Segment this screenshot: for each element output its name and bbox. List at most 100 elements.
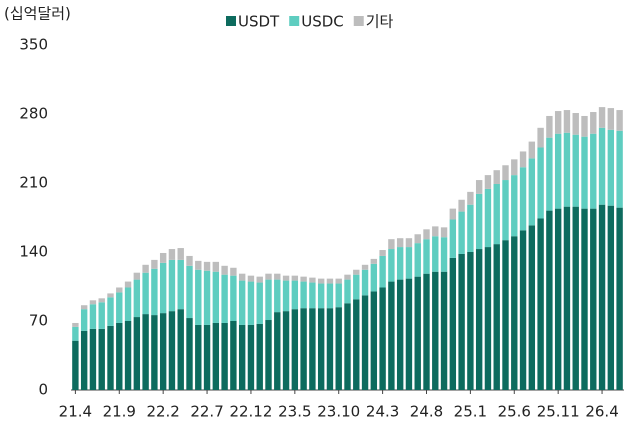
bar-segment bbox=[607, 205, 615, 390]
bar-segment bbox=[563, 132, 571, 207]
bar-segment bbox=[440, 271, 448, 390]
bar-segment bbox=[335, 307, 342, 390]
bar-segment bbox=[80, 309, 88, 331]
bar-segment bbox=[502, 180, 509, 241]
bar-segment bbox=[274, 312, 281, 390]
bar-segment bbox=[326, 278, 334, 284]
bar-segment bbox=[528, 158, 536, 226]
legend-swatch bbox=[226, 16, 236, 26]
bar-segment bbox=[414, 243, 421, 277]
bar-segment bbox=[230, 321, 237, 390]
bar-segment bbox=[159, 313, 167, 390]
y-tick-label: 70 bbox=[29, 312, 48, 330]
x-tick-label: 21.4 bbox=[59, 403, 92, 421]
bar-segment bbox=[458, 211, 465, 254]
bar-segment bbox=[168, 311, 176, 390]
bar-segment bbox=[379, 250, 386, 256]
bar-segment bbox=[291, 275, 299, 281]
bar-segment bbox=[151, 315, 158, 390]
bar-segment bbox=[124, 287, 132, 321]
bar-segment bbox=[590, 112, 597, 134]
x-tick-label: 24.8 bbox=[410, 403, 443, 421]
bar-segment bbox=[195, 260, 202, 270]
bar-segment bbox=[238, 273, 246, 281]
bar-segment bbox=[326, 308, 334, 390]
y-tick-label: 210 bbox=[19, 174, 48, 192]
bar-segment bbox=[335, 283, 342, 308]
bar-segment bbox=[537, 147, 544, 219]
bar-segment bbox=[581, 208, 588, 390]
bar-segment bbox=[396, 279, 404, 390]
bar-segment bbox=[116, 322, 123, 390]
y-tick-label: 140 bbox=[19, 243, 48, 261]
bar-segment bbox=[282, 275, 290, 281]
bar-segment bbox=[247, 324, 255, 390]
bar-segment bbox=[168, 249, 176, 260]
bar-segment bbox=[379, 255, 386, 288]
bar-segment bbox=[432, 271, 439, 390]
bar-segment bbox=[590, 133, 597, 209]
bar-segment bbox=[572, 134, 579, 207]
bar-segment bbox=[528, 141, 536, 159]
bar-segment bbox=[405, 278, 413, 390]
bar-segment bbox=[388, 281, 395, 390]
bar-segment bbox=[414, 276, 421, 390]
x-tick-label: 25.11 bbox=[537, 403, 580, 421]
bar-segment bbox=[317, 283, 325, 309]
bar-segment bbox=[221, 265, 228, 275]
bar-segment bbox=[212, 261, 220, 272]
bar-segment bbox=[458, 253, 465, 390]
bar-segment bbox=[80, 305, 88, 310]
bar-segment bbox=[484, 188, 492, 248]
bar-segment bbox=[89, 328, 97, 390]
bar-segment bbox=[537, 127, 544, 148]
bar-segment bbox=[159, 262, 167, 314]
bar-segment bbox=[511, 159, 518, 176]
bar-segment bbox=[458, 199, 465, 212]
bar-segment bbox=[186, 255, 193, 266]
bar-segment bbox=[107, 293, 114, 298]
bar-segment bbox=[168, 259, 176, 312]
bar-segment bbox=[511, 175, 518, 237]
bar-segment bbox=[142, 272, 149, 315]
bar-segment bbox=[265, 320, 272, 390]
legend-label: USDT bbox=[238, 13, 280, 31]
bar-segment bbox=[449, 257, 457, 390]
legend-swatch bbox=[353, 16, 364, 26]
bar-segment bbox=[159, 252, 167, 263]
bar-segment bbox=[265, 273, 272, 280]
bar-segment bbox=[195, 269, 202, 325]
x-tick-label: 26.4 bbox=[585, 403, 618, 421]
unit-label: (십억달러) bbox=[4, 5, 71, 23]
bar-segment bbox=[344, 303, 351, 390]
bar-segment bbox=[247, 281, 255, 325]
bar-segment bbox=[598, 107, 606, 128]
y-tick-label: 350 bbox=[19, 36, 48, 54]
bar-segment bbox=[107, 325, 114, 390]
x-tick-label: 23.5 bbox=[278, 403, 311, 421]
bar-segment bbox=[72, 326, 79, 341]
bar-segment bbox=[98, 302, 105, 329]
bar-segment bbox=[256, 282, 263, 324]
bar-segment bbox=[247, 275, 255, 282]
bar-segment bbox=[511, 236, 518, 390]
bar-segment bbox=[72, 322, 79, 327]
y-tick-label: 0 bbox=[38, 381, 48, 399]
bar-segment bbox=[493, 170, 500, 184]
bar-segment bbox=[607, 108, 615, 130]
x-tick-label: 25.6 bbox=[498, 403, 531, 421]
x-tick-label: 21.9 bbox=[103, 403, 136, 421]
bar-segment bbox=[186, 318, 193, 390]
bar-segment bbox=[124, 281, 132, 288]
bar-segment bbox=[142, 314, 149, 390]
bar-segment bbox=[475, 180, 483, 194]
bar-segment bbox=[388, 249, 395, 282]
bar-segment bbox=[590, 208, 597, 390]
bar-segment bbox=[72, 340, 79, 390]
bar-segment bbox=[537, 218, 544, 390]
bar-segment bbox=[616, 110, 623, 131]
bar-segment bbox=[467, 204, 474, 252]
bar-segment bbox=[484, 175, 492, 189]
bar-segment bbox=[598, 204, 606, 390]
bar-segment bbox=[361, 269, 369, 296]
